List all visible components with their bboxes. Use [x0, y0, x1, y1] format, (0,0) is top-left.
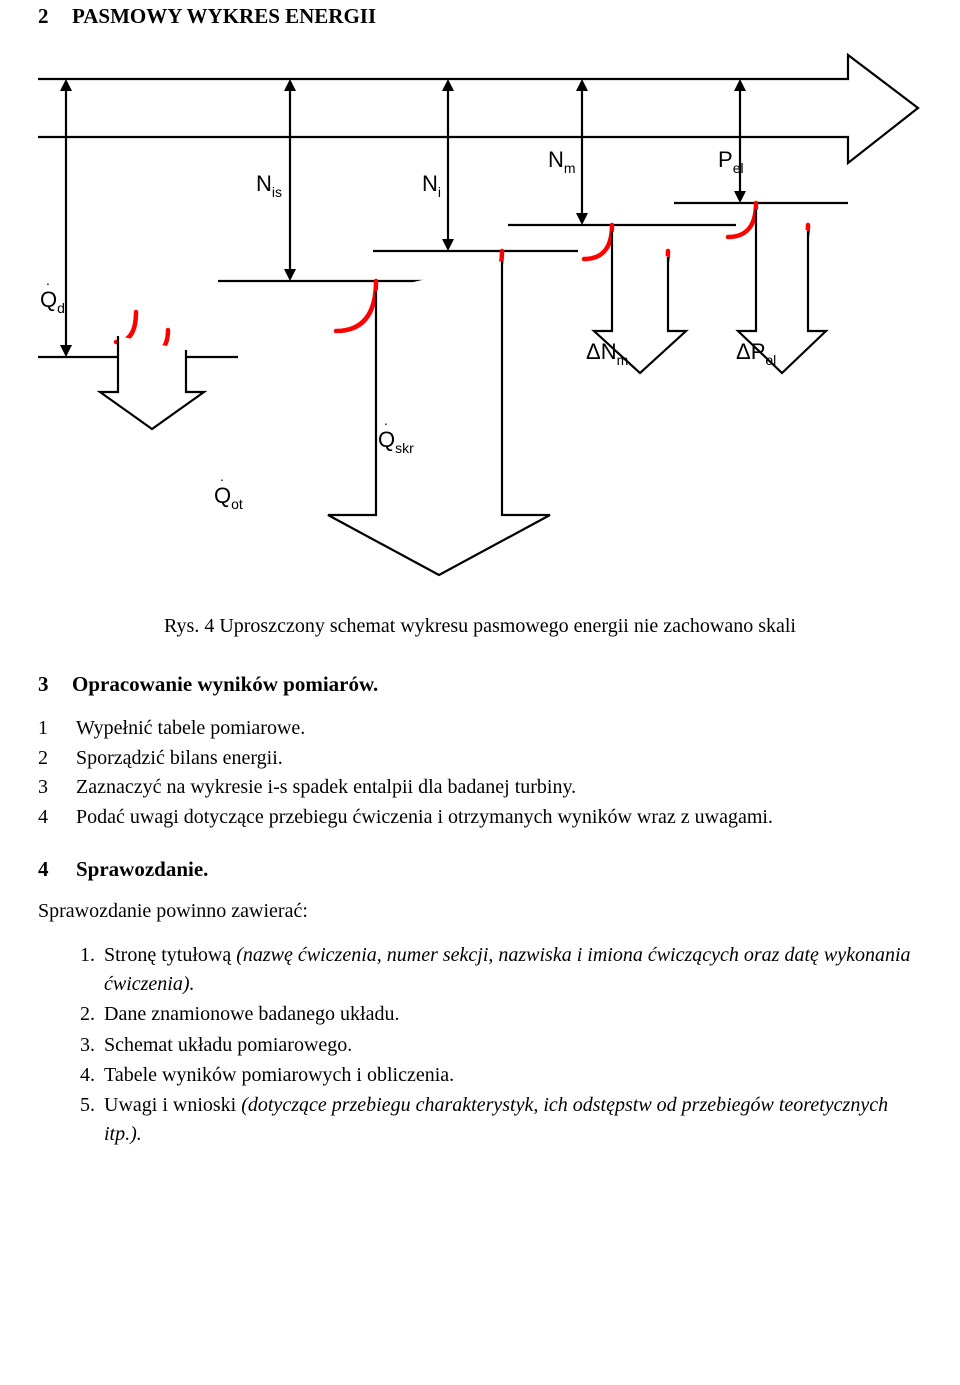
section-2-number: 2: [38, 4, 72, 29]
list-item: Stronę tytułową (nazwę ćwiczenia, numer …: [100, 941, 922, 998]
svg-text:.: .: [384, 412, 388, 428]
sprawozdanie-intro: Sprawozdanie powinno zawierać:: [38, 900, 922, 923]
svg-text:Ni: Ni: [422, 171, 441, 200]
svg-text:Nm: Nm: [548, 147, 576, 176]
list-item: 2Sporządzić bilans energii.: [38, 745, 922, 773]
list-item: Tabele wyników pomiarowych i obliczenia.: [100, 1061, 922, 1089]
section-2-heading: 2PASMOWY WYKRES ENERGII: [38, 4, 922, 29]
list-item: 1Wypełnić tabele pomiarowe.: [38, 715, 922, 743]
list-item: Schemat układu pomiarowego.: [100, 1031, 922, 1059]
section-4-title: Sprawozdanie.: [76, 857, 208, 881]
svg-text:.: .: [46, 272, 50, 288]
list-item: Dane znamionowe badanego układu.: [100, 1000, 922, 1028]
section-3-list: 1Wypełnić tabele pomiarowe. 2Sporządzić …: [38, 715, 922, 831]
section-3-heading: 3Opracowanie wyników pomiarów.: [38, 672, 922, 697]
energy-band-diagram: NisNiNmPelQd.Qot.Qskr.ΔNmΔPel: [38, 47, 922, 587]
section-3-title: Opracowanie wyników pomiarów.: [72, 672, 378, 696]
list-item: 4Podać uwagi dotyczące przebiegu ćwiczen…: [38, 804, 922, 832]
list-item: 3Zaznaczyć na wykresie i-s spadek entalp…: [38, 774, 922, 802]
svg-text:Nis: Nis: [256, 171, 282, 200]
section-2-title: PASMOWY WYKRES ENERGII: [72, 4, 376, 28]
sprawozdanie-list: Stronę tytułową (nazwę ćwiczenia, numer …: [38, 941, 922, 1148]
svg-text:Qd: Qd: [40, 287, 65, 316]
svg-text:.: .: [220, 468, 224, 484]
section-3-number: 3: [38, 672, 72, 697]
figure-caption: Rys. 4 Uproszczony schemat wykresu pasmo…: [38, 615, 922, 638]
section-4-heading: 4Sprawozdanie.: [38, 857, 922, 882]
svg-text:Qot: Qot: [214, 483, 243, 512]
section-4-number: 4: [38, 857, 76, 882]
list-item: Uwagi i wnioski (dotyczące przebiegu cha…: [100, 1091, 922, 1148]
